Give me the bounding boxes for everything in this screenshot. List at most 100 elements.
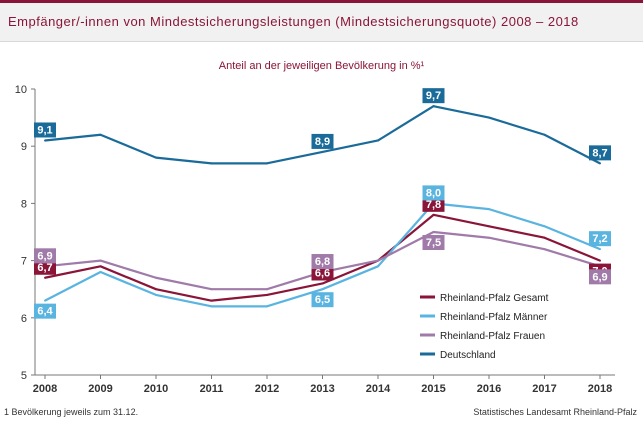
- chart-title: Empfänger/-innen von Mindestsicherungsle…: [8, 14, 579, 29]
- data-labels: 6,76,67,87,06,46,58,07,26,96,87,56,99,18…: [34, 88, 611, 319]
- data-point: [543, 133, 546, 136]
- data-point: [155, 293, 157, 296]
- chart-subtitle: Anteil an der jeweiligen Bevölkerung in …: [218, 60, 425, 72]
- data-point: [99, 259, 102, 262]
- data-label-box: [589, 269, 611, 285]
- data-point: [266, 293, 268, 296]
- y-tick-label: 10: [15, 84, 27, 96]
- data-label: 8,9: [315, 136, 330, 148]
- data-label: 7,8: [426, 199, 441, 211]
- header-bar: Empfänger/-innen von Mindestsicherungsle…: [0, 3, 643, 42]
- legend-label: Deutschland: [440, 350, 496, 361]
- data-point: [543, 225, 546, 228]
- data-point: [155, 276, 157, 279]
- x-tick-label: 2010: [144, 383, 168, 395]
- data-point: [488, 225, 490, 228]
- data-label: 8,7: [592, 147, 607, 159]
- data-point: [44, 139, 46, 142]
- data-label-box: [311, 133, 334, 149]
- y-tick-label: 6: [21, 313, 27, 325]
- y-tick-label: 8: [21, 198, 27, 210]
- x-tick-label: 2013: [310, 383, 334, 395]
- data-label: 7,5: [426, 237, 441, 249]
- data-label-box: [422, 88, 445, 104]
- x-tick-label: 2009: [88, 383, 112, 395]
- data-point: [432, 213, 435, 216]
- footnote: 1 Bevölkerung jeweils zum 31.12.: [4, 407, 139, 417]
- data-label-box: [422, 196, 445, 212]
- data-label: 9,1: [37, 124, 52, 136]
- data-point: [488, 116, 490, 119]
- data-point: [99, 265, 102, 268]
- data-point: [155, 288, 157, 291]
- title-accent-bar: [0, 0, 643, 3]
- data-point: [432, 231, 435, 233]
- data-point: [210, 305, 213, 308]
- data-point: [266, 305, 268, 308]
- data-point: [377, 265, 379, 268]
- data-label-box: [589, 145, 611, 161]
- data-point: [210, 299, 213, 302]
- data-label: 6,9: [592, 271, 607, 283]
- data-label-box: [34, 122, 56, 138]
- data-point: [210, 288, 213, 291]
- data-point: [377, 259, 379, 262]
- x-tick-label: 2012: [255, 383, 279, 395]
- data-label-box: [422, 185, 445, 201]
- data-label: 6,8: [315, 256, 330, 268]
- data-point: [377, 139, 379, 142]
- data-point: [432, 105, 435, 108]
- data-label: 6,5: [315, 294, 330, 306]
- data-point: [543, 248, 546, 251]
- data-point: [321, 288, 324, 291]
- x-tick-label: 2017: [532, 383, 556, 395]
- data-label: 6,9: [37, 250, 52, 262]
- data-label-box: [311, 292, 334, 308]
- source-note: Statistisches Landesamt Rheinland-Pfalz: [473, 407, 637, 417]
- data-label: 6,4: [37, 306, 53, 318]
- data-point: [44, 299, 46, 302]
- y-tick-label: 7: [21, 256, 27, 268]
- data-label-box: [311, 254, 334, 270]
- data-label-box: [34, 259, 56, 275]
- x-tick-label: 2016: [477, 383, 501, 395]
- data-point: [543, 236, 546, 239]
- data-label-box: [422, 235, 445, 250]
- y-tick-label: 9: [21, 141, 27, 153]
- data-point: [599, 162, 601, 165]
- plot-area: [0, 42, 643, 422]
- x-tick-label: 2015: [421, 383, 445, 395]
- data-point: [599, 259, 601, 262]
- legend-label: Rheinland-Pfalz Männer: [440, 312, 548, 323]
- data-label: 6,7: [37, 262, 52, 274]
- x-tick-label: 2008: [33, 383, 57, 395]
- data-label: 6,6: [315, 267, 330, 279]
- data-point: [488, 208, 490, 211]
- data-label-box: [34, 303, 56, 319]
- data-label-box: [311, 265, 334, 281]
- data-point: [99, 271, 102, 274]
- data-point: [44, 276, 46, 279]
- data-point: [321, 150, 324, 153]
- legend: Rheinland-Pfalz Gesamt Rheinland-Pfalz Mä…: [420, 293, 549, 361]
- y-tick-label: 5: [21, 370, 27, 382]
- x-tick-label: 2018: [588, 383, 612, 395]
- axes: 5 6 7 8 9 10 2008 2009 2010 2011 2012 2013 2014 2015 2…: [15, 84, 615, 395]
- data-point: [99, 133, 102, 136]
- data-point: [266, 288, 268, 291]
- data-point: [488, 236, 490, 239]
- data-point: [599, 248, 601, 251]
- x-tick-label: 2014: [366, 383, 391, 395]
- x-tick-label: 2011: [200, 383, 224, 395]
- data-point: [155, 156, 157, 159]
- data-label: 8,0: [426, 187, 441, 199]
- data-label: 9,7: [426, 90, 441, 102]
- data-label-box: [34, 248, 56, 264]
- data-label-box: [589, 231, 611, 247]
- data-point: [266, 162, 268, 165]
- data-point: [210, 162, 213, 165]
- data-label: 7,2: [592, 233, 607, 245]
- legend-label: Rheinland-Pfalz Gesamt: [440, 293, 549, 304]
- legend-label: Rheinland-Pfalz Frauen: [440, 331, 545, 342]
